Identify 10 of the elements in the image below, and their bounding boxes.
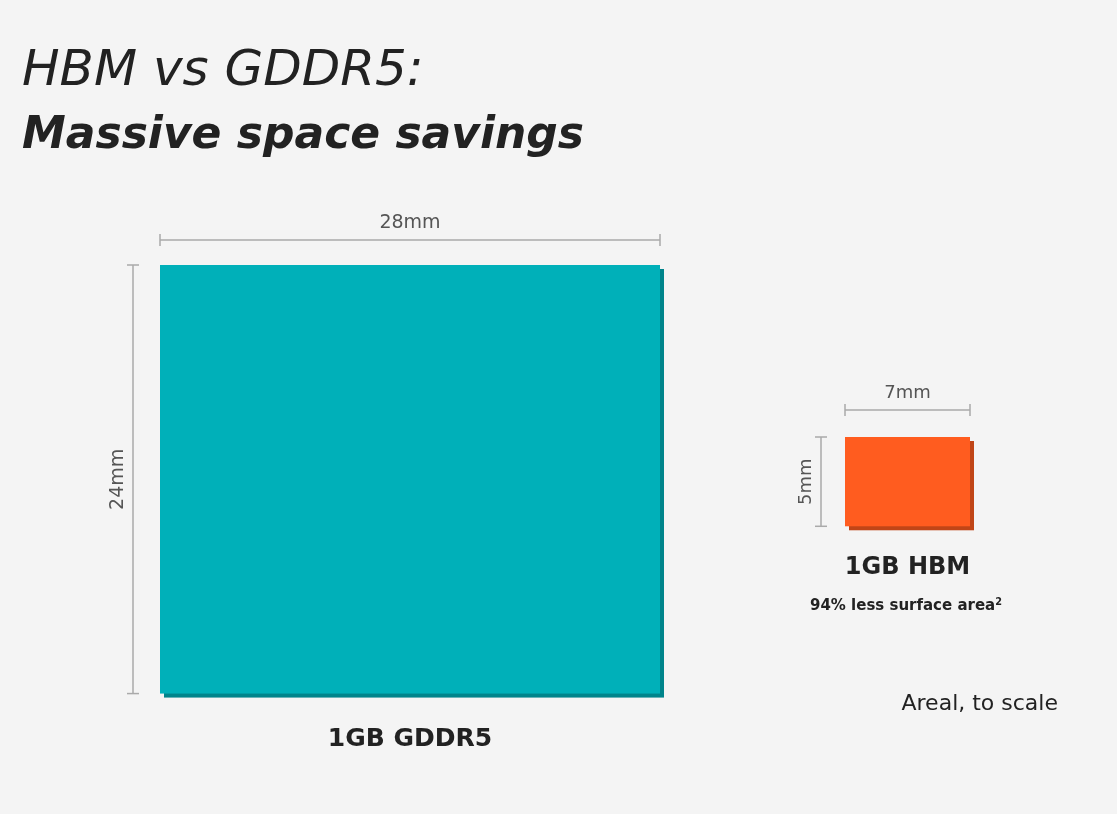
data-label: 28mm [379, 210, 441, 232]
text: HBM vs GDDR5: [22, 39, 424, 97]
text: Massive space savings [22, 107, 585, 158]
data-label: 24mm [105, 448, 127, 510]
data-label: 7mm [884, 381, 931, 402]
text: Areal, to scale [901, 690, 1058, 715]
category-label: 1GB GDDR5 [327, 722, 493, 752]
data-label: 5mm [794, 458, 815, 505]
text: 94% less surface area$^{2}$ [809, 595, 1003, 614]
category-label: 1GB HBM [844, 552, 971, 581]
